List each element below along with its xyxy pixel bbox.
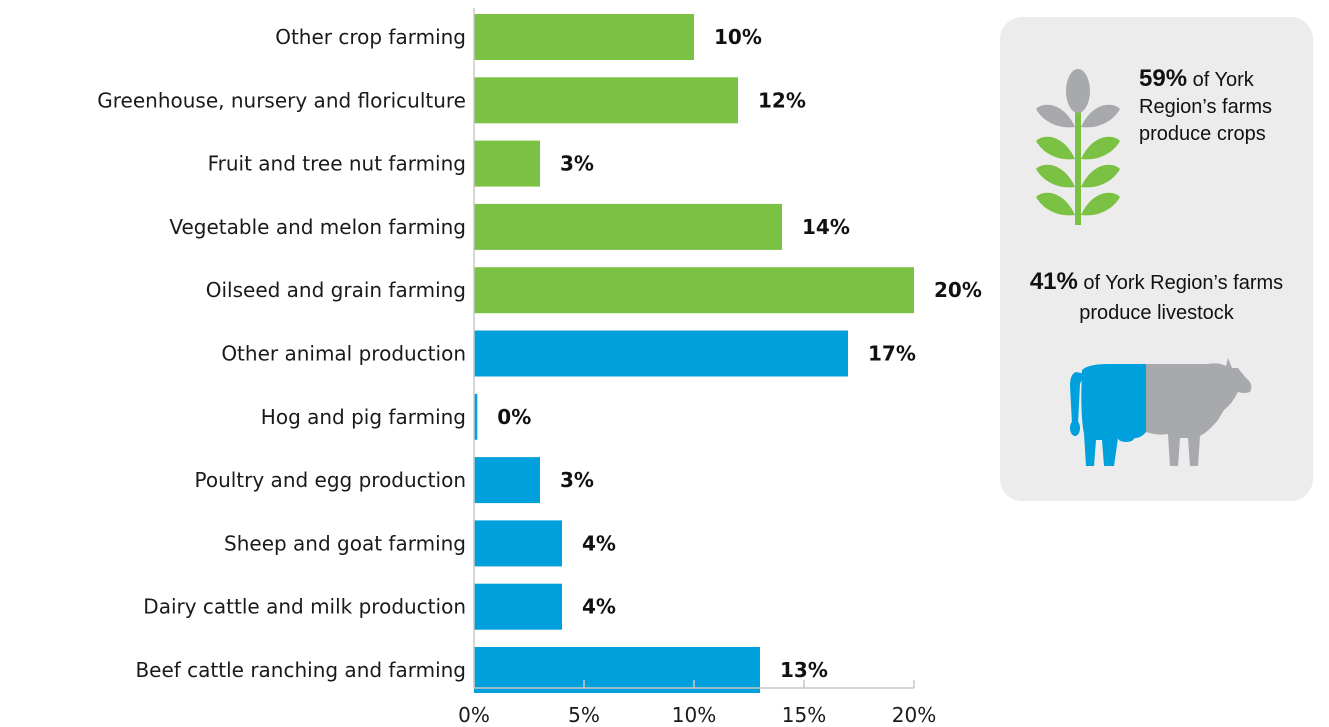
x-tick-label: 5% bbox=[568, 703, 600, 727]
category-label: Fruit and tree nut farming bbox=[208, 152, 466, 176]
category-label: Vegetable and melon farming bbox=[169, 215, 466, 239]
bar bbox=[474, 203, 782, 250]
value-label: 12% bbox=[758, 88, 806, 112]
x-tick-label: 10% bbox=[672, 703, 716, 727]
bar bbox=[474, 647, 760, 693]
bar bbox=[474, 520, 562, 567]
wheat-icon bbox=[1036, 69, 1120, 225]
value-label: 0% bbox=[497, 405, 531, 429]
category-label: Poultry and egg production bbox=[194, 468, 466, 492]
bar-chart: Other crop farming 10% Greenhouse, nursery… bbox=[97, 8, 982, 727]
bar bbox=[474, 393, 478, 440]
value-label: 13% bbox=[780, 658, 828, 682]
bar bbox=[474, 77, 738, 124]
x-tick-label: 20% bbox=[892, 703, 936, 727]
crops-stat: 59% of York Region’s farms produce crops bbox=[1139, 65, 1309, 148]
cow-icon bbox=[1070, 358, 1252, 466]
bar bbox=[474, 583, 562, 630]
category-label: Other animal production bbox=[221, 342, 466, 366]
category-label: Greenhouse, nursery and floriculture bbox=[97, 88, 466, 112]
category-label: Beef cattle ranching and farming bbox=[135, 658, 466, 682]
value-label: 20% bbox=[934, 278, 982, 302]
category-label: Hog and pig farming bbox=[261, 405, 466, 429]
value-label: 10% bbox=[714, 25, 762, 49]
category-label: Dairy cattle and milk production bbox=[143, 595, 466, 619]
bar bbox=[474, 140, 540, 187]
category-label: Other crop farming bbox=[275, 25, 466, 49]
value-label: 17% bbox=[868, 342, 916, 366]
category-label: Oilseed and grain farming bbox=[206, 278, 466, 302]
x-tick-label: 0% bbox=[458, 703, 490, 727]
x-tick-label: 15% bbox=[782, 703, 826, 727]
crops-percent: 59% bbox=[1139, 65, 1188, 92]
value-label: 14% bbox=[802, 215, 850, 239]
category-label: Sheep and goat farming bbox=[224, 531, 466, 555]
bar bbox=[474, 457, 540, 504]
value-label: 3% bbox=[560, 468, 594, 492]
value-label: 4% bbox=[582, 531, 616, 555]
livestock-percent: 41% bbox=[1029, 268, 1078, 295]
livestock-stat: 41% of York Region’s farms produce lives… bbox=[1000, 267, 1313, 328]
crops-text: of York Region’s farms produce crops bbox=[1139, 69, 1273, 145]
value-label: 3% bbox=[560, 152, 594, 176]
livestock-text: of York Region’s farms produce livestock bbox=[1079, 272, 1284, 324]
bar bbox=[474, 14, 694, 60]
bar bbox=[474, 267, 914, 314]
bar bbox=[474, 330, 848, 377]
value-label: 4% bbox=[582, 595, 616, 619]
info-box: 59% of York Region’s farms produce crops… bbox=[1000, 17, 1313, 501]
